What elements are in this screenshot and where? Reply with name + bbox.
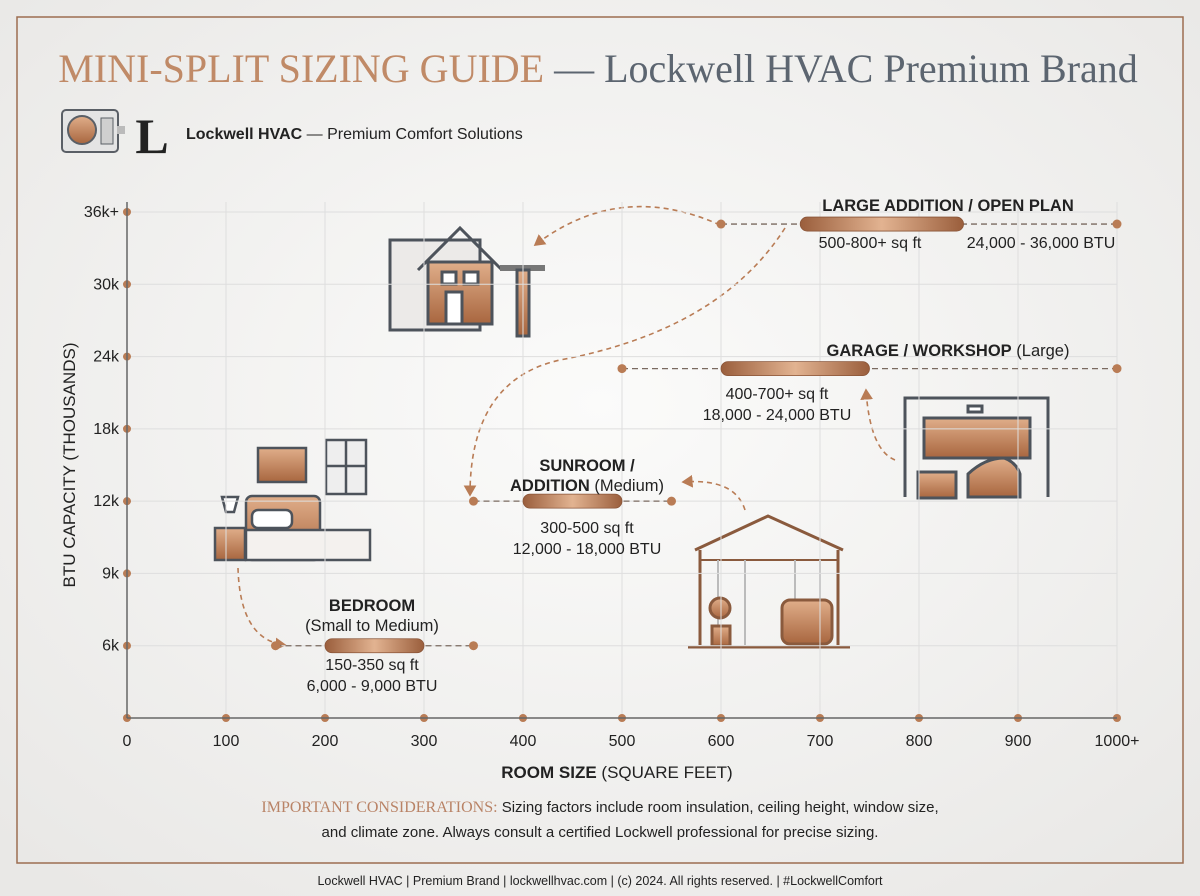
range-name: ADDITION (Medium) [510,477,664,495]
range-end [1112,364,1122,374]
x-label-main: ROOM SIZE [501,763,596,782]
range-sqft: 300-500 sq ft [540,520,634,537]
range-name: BEDROOM [329,597,415,615]
range-sqft: 400-700+ sq ft [726,386,829,403]
range-end [1112,219,1122,229]
range-name-text: SUNROOM / [539,457,635,475]
range-end [617,364,627,374]
range-name-text: LARGE ADDITION / OPEN PLAN [822,197,1073,215]
note-line-2: and climate zone. Always consult a certi… [322,824,879,841]
x-tick-label: 400 [510,733,537,750]
range-name: SUNROOM / [539,457,635,475]
range-name: LARGE ADDITION / OPEN PLAN [822,197,1073,215]
x-tick-label: 300 [411,733,438,750]
range-btu: 24,000 - 36,000 BTU [967,235,1116,252]
title-main: MINI-SPLIT SIZING GUIDE [58,46,544,91]
range-qualifier: (Small to Medium) [305,617,439,635]
brand-line: Lockwell HVAC — Premium Comfort Solution… [186,126,523,143]
y-tick-label: 30k [93,276,120,293]
brand-logo [61,109,125,153]
x-tick-label: 100 [213,733,240,750]
icon-bedroom [213,438,372,562]
note-label: IMPORTANT CONSIDERATIONS: [261,799,497,816]
range-btu: 12,000 - 18,000 BTU [513,541,662,558]
range-name-text: GARAGE / WORKSHOP [827,342,1012,360]
range-bar [324,638,425,654]
x-tick-label: 900 [1005,733,1032,750]
range-name-text: ADDITION [510,477,590,495]
title: MINI-SPLIT SIZING GUIDE — Lockwell HVAC … [58,46,1138,91]
brand-tagline: — Premium Comfort Solutions [307,126,523,143]
x-tick-label: 600 [708,733,735,750]
note-line-1: IMPORTANT CONSIDERATIONS: Sizing factors… [261,799,938,816]
footer: Lockwell HVAC | Premium Brand | lockwell… [317,874,883,888]
icon-garage [903,396,1050,500]
range-name: GARAGE / WORKSHOP (Large) [827,342,1070,360]
y-tick-label: 9k [102,565,120,582]
y-tick-label: 12k [93,493,120,510]
range-end [271,641,280,651]
range-bar [522,493,623,509]
range-end [469,496,478,506]
x-tick-label: 700 [807,733,834,750]
y-tick-label: 36k+ [84,204,119,221]
y-axis-label: BTU CAPACITY (THOUSANDS) [60,343,79,588]
note-text: Sizing factors include room insulation, … [502,799,939,816]
logo-letter: L [135,108,168,164]
range-end [469,641,478,651]
brand-name: Lockwell HVAC [186,126,303,143]
x-label-unit: (SQUARE FEET) [601,763,732,782]
x-tick-label: 1000+ [1095,733,1140,750]
x-tick-label: 500 [609,733,636,750]
subtitle: — Lockwell HVAC Premium Brand [553,46,1138,91]
range-sqft: 150-350 sq ft [325,657,419,674]
range-btu: 18,000 - 24,000 BTU [703,407,852,424]
x-tick-label: 800 [906,733,933,750]
range-qualifier: (Large) [1016,342,1069,360]
range-sqft: 500-800+ sq ft [819,235,922,252]
range-end [716,219,726,229]
range-btu: 6,000 - 9,000 BTU [307,678,438,695]
range-qualifier: (Medium) [594,477,664,495]
x-axis-label: ROOM SIZE (SQUARE FEET) [501,763,732,782]
x-tick-label: 200 [312,733,339,750]
range-end [667,496,676,506]
x-tick-label: 0 [123,733,132,750]
y-tick-label: 6k [102,638,120,655]
y-tick-label: 18k [93,421,120,438]
range-bar [799,216,964,232]
range-bar [720,361,870,377]
icon-house-plan [388,225,545,338]
y-tick-label: 24k [93,349,120,366]
frame [16,16,1184,864]
range-name-text: BEDROOM [329,597,415,615]
